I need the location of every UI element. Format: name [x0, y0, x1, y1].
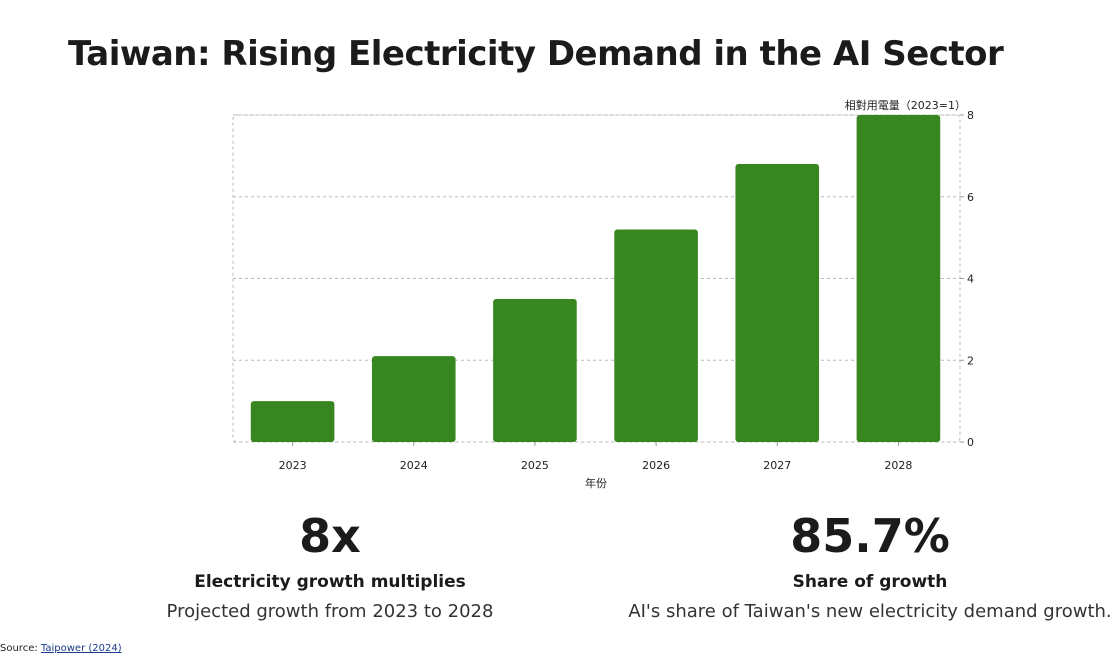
stat-card-growth-multiple: 8x Electricity growth multiplies Project… [130, 506, 530, 626]
stat-card-share-of-growth: 85.7% Share of growth AI's share of Taiw… [600, 506, 1120, 626]
stat-value: 85.7% [790, 509, 950, 563]
x-axis-label: 年份 [585, 476, 607, 490]
bar-2024 [371, 356, 456, 442]
stat-description: Projected growth from 2023 to 2028 [166, 601, 494, 622]
y-axis-ticks: 0 2 4 6 8 [960, 109, 974, 449]
y-tick-label: 2 [967, 354, 974, 367]
chart-grid [232, 114, 961, 443]
y-axis-label: 相對用電量（2023=1） [845, 98, 966, 112]
y-tick-label: 0 [967, 436, 974, 449]
bar-2023 [250, 401, 335, 442]
x-tick-label: 2023 [279, 459, 307, 472]
stat-description: AI's share of Taiwan's new electricity d… [628, 601, 1112, 622]
x-tick-label: 2028 [884, 459, 912, 472]
x-tick-label: 2025 [521, 459, 549, 472]
chart-bars [250, 115, 941, 443]
page-title: Taiwan: Rising Electricity Demand in the… [68, 34, 1004, 74]
stat-value: 8x [299, 509, 361, 563]
source-note: Source: Taipower (2024) [0, 643, 122, 654]
stat-label: Electricity growth multiplies [194, 572, 466, 592]
x-tick-label: 2027 [763, 459, 791, 472]
bar-2026 [614, 229, 698, 442]
y-tick-label: 6 [967, 191, 974, 204]
y-tick-label: 4 [967, 273, 974, 286]
source-link[interactable]: Taipower (2024) [40, 643, 122, 654]
stat-label: Share of growth [792, 572, 948, 592]
x-tick-label: 2024 [400, 459, 428, 472]
bar-2027 [735, 164, 820, 443]
x-tick-label: 2026 [642, 459, 670, 472]
y-tick-label: 8 [967, 109, 974, 122]
bar-2025 [493, 298, 577, 442]
source-prefix: Source: [0, 643, 41, 654]
bar-2028 [856, 115, 941, 442]
x-axis-ticks: 2023 2024 2025 2026 2027 2028 [279, 442, 912, 472]
bar-chart: 0 2 4 6 8 2023 2024 2025 2026 2027 2028 相對用電量（202… [232, 98, 974, 490]
